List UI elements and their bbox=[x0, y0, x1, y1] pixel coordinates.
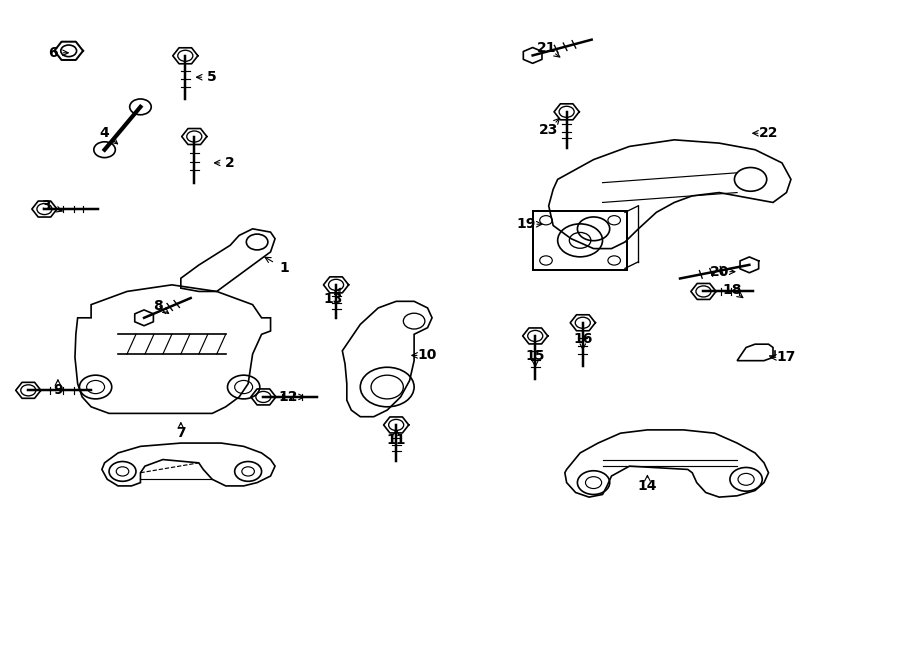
Text: 14: 14 bbox=[637, 479, 657, 493]
Text: 11: 11 bbox=[386, 433, 406, 447]
Text: 5: 5 bbox=[207, 70, 217, 84]
Text: 18: 18 bbox=[723, 283, 742, 297]
Text: 1: 1 bbox=[279, 261, 289, 275]
Text: 12: 12 bbox=[279, 390, 298, 404]
Text: 17: 17 bbox=[777, 350, 797, 364]
Text: 15: 15 bbox=[526, 349, 545, 363]
Text: 9: 9 bbox=[53, 383, 63, 397]
Text: 19: 19 bbox=[517, 217, 536, 231]
Text: 23: 23 bbox=[539, 123, 558, 137]
Text: 6: 6 bbox=[48, 46, 58, 60]
Text: 13: 13 bbox=[324, 293, 343, 307]
Text: 2: 2 bbox=[225, 156, 235, 170]
Text: 22: 22 bbox=[759, 126, 778, 140]
Text: 20: 20 bbox=[709, 265, 729, 279]
Text: 10: 10 bbox=[418, 348, 437, 362]
Text: 3: 3 bbox=[41, 199, 51, 213]
Text: 8: 8 bbox=[154, 299, 163, 313]
Text: 21: 21 bbox=[537, 40, 556, 54]
Text: 16: 16 bbox=[573, 332, 592, 346]
Text: 4: 4 bbox=[100, 126, 110, 140]
Text: 7: 7 bbox=[176, 426, 185, 440]
